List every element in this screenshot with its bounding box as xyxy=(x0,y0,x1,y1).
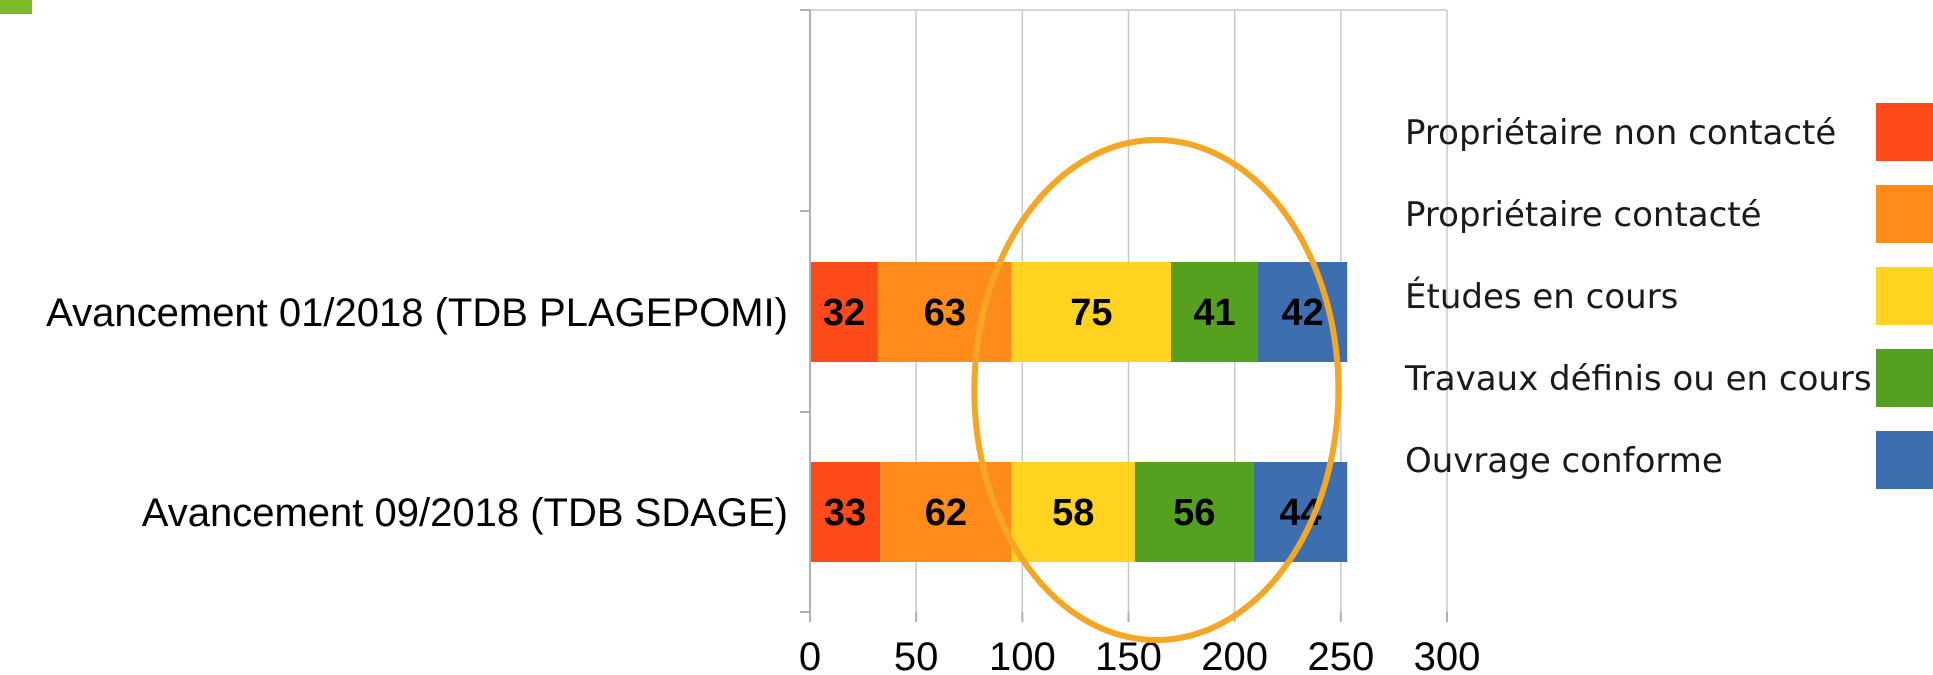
legend-label-1: Propriétaire contacté xyxy=(1405,195,1762,235)
bar-0-2 xyxy=(1011,262,1171,362)
x-tick-label-0: 0 xyxy=(799,635,821,675)
x-tick-label-100: 100 xyxy=(989,635,1056,675)
legend: Propriétaire non contacté Propriétaire co… xyxy=(1404,103,1933,489)
bar-1-2 xyxy=(1011,462,1135,562)
data-label-0-4: 42 xyxy=(1281,292,1323,334)
x-tick-label-200: 200 xyxy=(1201,635,1268,675)
data-label-1-3: 56 xyxy=(1173,492,1215,534)
annotation-group xyxy=(971,137,1342,643)
bar-0-3 xyxy=(1170,262,1259,362)
legend-swatch-1 xyxy=(1876,185,1933,243)
data-label-1-1: 62 xyxy=(925,492,967,534)
bars-group xyxy=(810,262,1348,562)
x-tick-label-300: 300 xyxy=(1414,635,1481,675)
legend-swatch-3 xyxy=(1876,349,1933,407)
data-label-0-0: 32 xyxy=(823,292,865,334)
data-label-0-1: 63 xyxy=(924,292,966,334)
data-label-1-0: 33 xyxy=(824,492,866,534)
category-label-0: Avancement 01/2018 (TDB PLAGEPOMI) xyxy=(46,291,788,335)
bar-0-1 xyxy=(877,262,1012,362)
legend-label-2: Études en cours xyxy=(1405,276,1678,317)
legend-swatch-0 xyxy=(1876,103,1933,161)
bar-0-0 xyxy=(810,262,878,362)
legend-swatch-4 xyxy=(1876,431,1933,489)
category-label-1: Avancement 09/2018 (TDB SDAGE) xyxy=(142,491,788,535)
data-label-0-3: 41 xyxy=(1193,292,1235,334)
bar-1-0 xyxy=(810,462,881,562)
axes-group xyxy=(800,9,1448,622)
x-tick-label-50: 50 xyxy=(894,635,939,675)
corner-mark xyxy=(0,0,32,14)
bar-1-1 xyxy=(880,462,1012,562)
data-label-1-2: 58 xyxy=(1052,492,1094,534)
legend-swatch-2 xyxy=(1876,267,1933,325)
x-tick-label-250: 250 xyxy=(1307,635,1374,675)
annotation-ellipse xyxy=(971,137,1342,643)
legend-label-0: Propriétaire non contacté xyxy=(1405,113,1836,153)
data-label-0-2: 75 xyxy=(1070,292,1112,334)
legend-label-3: Travaux définis ou en cours xyxy=(1404,359,1872,399)
legend-label-4: Ouvrage conforme xyxy=(1405,441,1723,481)
bar-1-3 xyxy=(1134,462,1254,562)
